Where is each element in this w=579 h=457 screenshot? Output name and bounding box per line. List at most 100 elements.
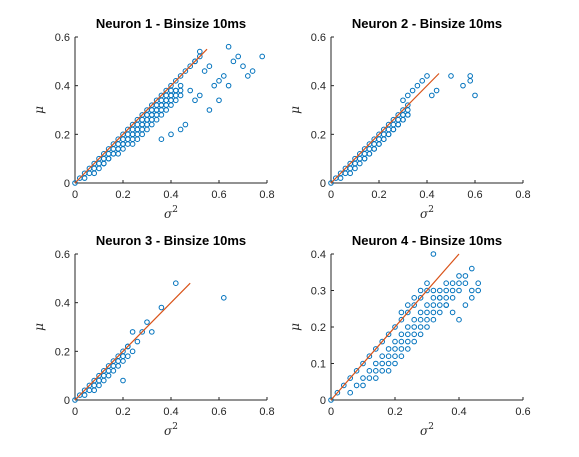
- scatter-point: [475, 287, 482, 294]
- scatter-point: [177, 92, 184, 99]
- scatter-point: [381, 136, 387, 142]
- scatter-point: [120, 141, 126, 147]
- scatter-point: [173, 78, 179, 84]
- scatter-point: [437, 302, 443, 308]
- y-tick-label: 0.6: [311, 32, 326, 44]
- scatter-point: [424, 309, 430, 316]
- scatter-point: [429, 92, 435, 99]
- scatter-point: [101, 155, 107, 162]
- x-axis-label-exponent: 2: [172, 205, 178, 215]
- scatter-point: [153, 116, 160, 123]
- scatter-point: [163, 102, 169, 108]
- scatter-point: [411, 338, 418, 345]
- scatter-point: [424, 280, 430, 287]
- scatter-point: [81, 392, 88, 398]
- scatter-point: [398, 309, 405, 316]
- scatter-point: [366, 353, 373, 360]
- scatter-point: [469, 295, 475, 301]
- y-tick-label: 0.2: [55, 346, 70, 358]
- scatter-point: [424, 324, 430, 330]
- scatter-point: [430, 309, 437, 316]
- scatter-point: [456, 273, 462, 279]
- x-tick-label: 0.6: [467, 189, 482, 201]
- x-axis-label: σ2: [164, 422, 178, 438]
- y-tick-label: 0.4: [311, 249, 326, 261]
- x-tick-label: 0.8: [259, 406, 274, 418]
- scatter-point: [225, 43, 232, 50]
- y-axis-label: μ: [32, 323, 46, 331]
- subplot-1: Neuron 1 - Binsize 10ms 0 0.2 0.4 0.6 0.8 0 0.2…: [32, 16, 275, 221]
- scatter-point: [328, 397, 334, 403]
- scatter-point: [385, 368, 392, 374]
- x-axis-label-base: σ: [164, 207, 173, 221]
- scatter-point: [449, 309, 456, 316]
- scatter-point: [379, 360, 386, 367]
- scatter-point: [115, 141, 121, 147]
- x-tick-label: 0.2: [115, 189, 130, 201]
- y-axis-label: μ: [288, 106, 302, 114]
- scatter-point: [379, 368, 386, 374]
- x-tick-label: 0: [328, 406, 334, 418]
- scatter-point: [139, 121, 145, 128]
- scatter-point: [110, 368, 117, 374]
- scatter-point: [139, 116, 145, 123]
- scatter-point: [96, 382, 102, 389]
- scatter-point: [334, 389, 341, 396]
- scatter-point: [168, 87, 174, 94]
- fit-line: [74, 282, 191, 401]
- scatter-point: [357, 160, 363, 167]
- scatter-point: [144, 319, 150, 325]
- scatter-point: [405, 331, 411, 338]
- scatter-point: [206, 63, 213, 69]
- scatter-point: [419, 78, 426, 84]
- x-tick-label: 0.4: [451, 406, 466, 418]
- fit-line: [330, 253, 460, 401]
- scatter-point: [400, 116, 406, 123]
- scatter-point: [475, 280, 482, 287]
- y-tick-label: 0: [320, 395, 326, 407]
- chart-title: Neuron 1 - Binsize 10ms: [96, 16, 246, 31]
- y-tick-label: 0.4: [55, 298, 70, 310]
- scatter-point: [353, 368, 360, 374]
- scatter-point: [225, 82, 232, 89]
- scatter-point: [81, 175, 88, 181]
- scatter-point: [187, 63, 193, 69]
- scatter-point: [405, 112, 411, 118]
- scatter-point: [96, 377, 102, 384]
- x-axis-label-exponent: 2: [172, 422, 178, 432]
- x-tick-label: 0.6: [211, 406, 226, 418]
- scatter-point: [342, 170, 349, 177]
- scatter-point: [381, 131, 387, 138]
- scatter-point: [361, 151, 368, 157]
- scatter-point: [192, 58, 198, 65]
- x-tick-label: 0.2: [387, 406, 402, 418]
- scatter-point: [456, 287, 462, 294]
- x-tick-label: 0: [72, 189, 78, 201]
- x-axis-label-base: σ: [420, 207, 429, 221]
- scatter-point: [177, 87, 184, 94]
- y-tick-label: 0.4: [55, 81, 70, 93]
- scatter-point: [456, 316, 462, 323]
- scatter-point: [328, 180, 334, 186]
- scatter-point: [115, 358, 121, 364]
- scatter-point: [379, 353, 386, 360]
- scatter-point: [392, 353, 398, 360]
- y-tick-label: 0.6: [55, 249, 70, 261]
- scatter-point: [72, 180, 78, 186]
- scatter-point: [149, 107, 155, 113]
- scatter-point: [430, 302, 437, 308]
- scatter-point: [341, 382, 347, 389]
- scatter-point: [361, 155, 368, 162]
- scatter-point: [385, 353, 392, 360]
- scatter-point: [373, 368, 379, 374]
- scatter-point: [449, 280, 456, 287]
- x-axis-label: σ2: [420, 205, 434, 221]
- scatter-point: [158, 102, 165, 108]
- y-tick-label: 0.6: [55, 32, 70, 44]
- scatter-point: [424, 73, 430, 79]
- scatter-point: [398, 331, 405, 338]
- scatter-point: [366, 368, 373, 374]
- scatter-point: [129, 126, 136, 133]
- scatter-point: [392, 360, 398, 367]
